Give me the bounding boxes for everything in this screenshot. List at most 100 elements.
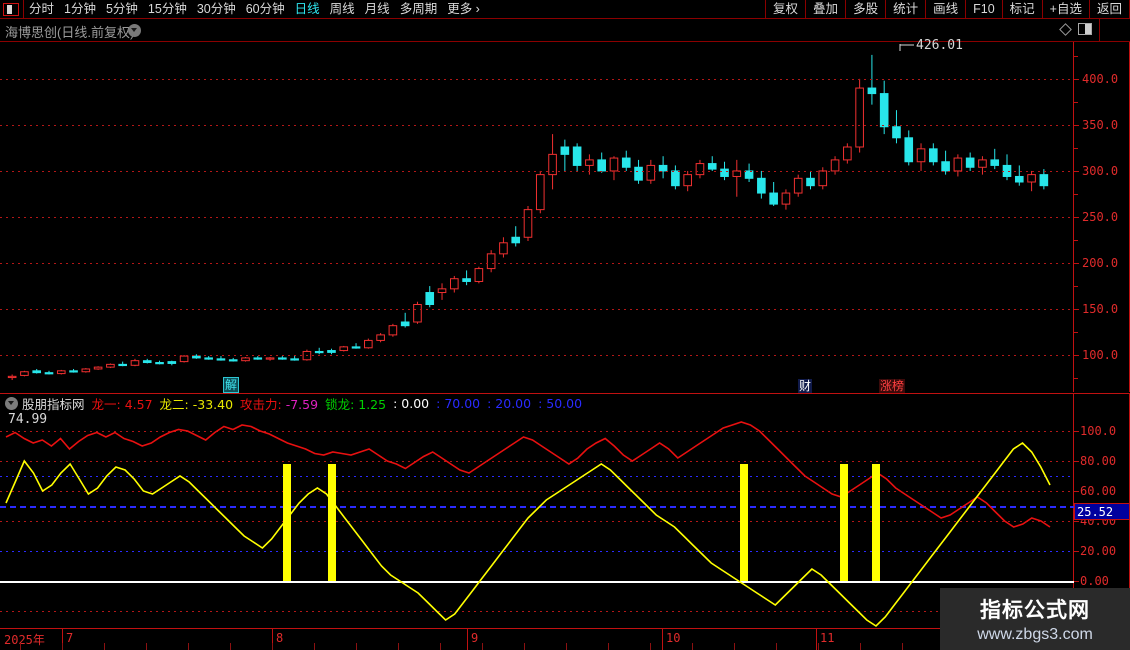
indicator-header: 股朋指标网 龙一: 4.57 龙二: -33.40 攻击力: -7.59 锁龙: 1.…	[0, 394, 1074, 413]
toolbar-button-+自选[interactable]: +自选	[1041, 0, 1089, 19]
date-minor-tick	[230, 643, 231, 650]
period-button-0[interactable]: 分时	[29, 1, 55, 16]
price-axis-label-4: 200.0	[1082, 256, 1119, 271]
price-gridline-4	[0, 263, 1074, 265]
indicator-field-value-0: 4.57	[124, 397, 153, 412]
candle-body	[634, 166, 643, 181]
toolbar-button-叠加[interactable]: 叠加	[805, 0, 845, 19]
candle-body	[523, 209, 533, 238]
low-price-label: 74.99	[8, 412, 48, 427]
price-axis-minor-tick	[1074, 378, 1078, 380]
candle-body	[7, 375, 17, 379]
marker-jie[interactable]: 解	[223, 377, 240, 393]
candle-body	[462, 278, 471, 282]
period-button-2[interactable]: 5分钟	[105, 1, 138, 16]
high-price-label: 426.01	[916, 38, 963, 53]
period-button-7[interactable]: 周线	[329, 1, 355, 16]
price-axis-label-3: 250.0	[1082, 210, 1119, 224]
candle-body	[879, 93, 889, 128]
indicator-field-value-5: 70.00	[444, 396, 481, 411]
indicator-field-5: : 70.00	[436, 396, 480, 411]
candle-body	[621, 157, 631, 168]
price-axis-minor-tick	[1074, 240, 1078, 242]
indicator-gridline-6	[0, 611, 1074, 612]
period-button-6[interactable]: 日线	[294, 1, 320, 16]
period-button-4[interactable]: 30分钟	[196, 1, 236, 16]
candle-body	[400, 321, 410, 327]
price-axis-minor-tick	[1074, 193, 1078, 195]
indicator-gridline-2	[0, 491, 1074, 492]
indicator-field-4: : 0.00	[393, 396, 429, 411]
panel-layout-icon[interactable]	[1078, 23, 1092, 35]
indicator-gridline-0	[0, 431, 1074, 432]
date-minor-tick	[860, 643, 861, 650]
indicator-pane[interactable]: 股朋指标网 龙一: 4.57 龙二: -33.40 攻击力: -7.59 锁龙: 1.…	[0, 393, 1074, 628]
candle-body	[449, 278, 459, 290]
candle-body	[56, 370, 66, 375]
period-button-10[interactable]: 更多 ›	[447, 1, 480, 16]
date-minor-tick	[818, 643, 819, 650]
period-button-3[interactable]: 15分钟	[147, 1, 187, 16]
candle-body	[609, 157, 619, 172]
indicator-axis-tick-0	[1074, 431, 1079, 432]
indicator-axis-tick-3	[1074, 521, 1079, 522]
candle-body	[20, 371, 29, 376]
diamond-icon[interactable]	[1059, 23, 1072, 36]
candle-body	[916, 148, 926, 163]
candle-body	[535, 174, 545, 211]
period-toolbar: 分时 1分钟 5分钟 15分钟 30分钟 60分钟 日线 周线 月线 多周期 更多 › 复权 叠加 多股…	[0, 0, 1130, 19]
indicator-axis-label-4: 20.00	[1080, 544, 1117, 558]
price-gridline-1	[0, 124, 1074, 126]
price-axis-minor-tick	[1074, 101, 1078, 103]
period-button-9[interactable]: 多周期	[399, 1, 438, 16]
candle-body	[965, 157, 975, 168]
marker-cai[interactable]: 财	[798, 379, 813, 393]
candle-body	[978, 159, 987, 168]
candle-body	[1039, 174, 1049, 187]
date-major-tick-4	[816, 629, 817, 650]
marker-zhangbang[interactable]: 涨榜	[879, 379, 906, 393]
price-axis-minor-tick	[1074, 332, 1078, 334]
date-minor-tick	[692, 643, 693, 650]
toolbar-divider	[23, 0, 24, 19]
chevron-down-circle-icon[interactable]	[5, 397, 18, 410]
price-chart-pane[interactable]: 74.99 426.01 解 财 涨榜	[0, 38, 1074, 427]
indicator-reference-line-70	[0, 476, 1074, 477]
candle-body	[204, 357, 213, 360]
indicator-field-label-6: :	[487, 396, 496, 411]
candle-body	[572, 146, 582, 166]
indicator-field-value-2: -7.59	[285, 397, 319, 412]
candle-body	[990, 159, 1000, 166]
price-axis-tick-4	[1074, 263, 1079, 265]
toolbar-button-统计[interactable]: 统计	[885, 0, 925, 19]
toolbar-button-F10[interactable]: F10	[965, 0, 1002, 19]
toolbar-button-复权[interactable]: 复权	[765, 0, 805, 19]
toolbar-button-多股[interactable]: 多股	[845, 0, 885, 19]
period-button-8[interactable]: 月线	[364, 1, 390, 16]
toolbar-button-画线[interactable]: 画线	[925, 0, 965, 19]
candle-body	[327, 350, 336, 353]
candle-body	[757, 177, 766, 194]
candle-body	[69, 370, 78, 373]
indicator-field-label-7: :	[538, 396, 547, 411]
indicator-field-value-4: 0.00	[401, 396, 430, 411]
toolbar-button-标记[interactable]: 标记	[1001, 0, 1042, 19]
candle-body	[560, 146, 570, 155]
watermark-title: 指标公式网	[980, 599, 1090, 622]
chevron-down-icon[interactable]	[128, 24, 141, 37]
candle-body	[278, 357, 287, 360]
candle-body	[130, 360, 140, 366]
watermark-url: www.zbgs3.com	[977, 626, 1093, 643]
indicator-zero-line	[0, 581, 1074, 583]
date-major-tick-1	[272, 629, 273, 650]
period-button-1[interactable]: 1分钟	[64, 1, 96, 16]
candle-body	[683, 174, 692, 187]
indicator-field-7: : 50.00	[538, 396, 582, 411]
watermark: 指标公式网 www.zbgs3.com	[940, 588, 1130, 650]
indicator-field-value-6: 20.00	[495, 396, 532, 411]
period-button-5[interactable]: 60分钟	[245, 1, 285, 16]
candle-body	[511, 236, 521, 244]
signal-bar-2	[740, 464, 748, 581]
toolbar-button-返回[interactable]: 返回	[1088, 0, 1130, 19]
